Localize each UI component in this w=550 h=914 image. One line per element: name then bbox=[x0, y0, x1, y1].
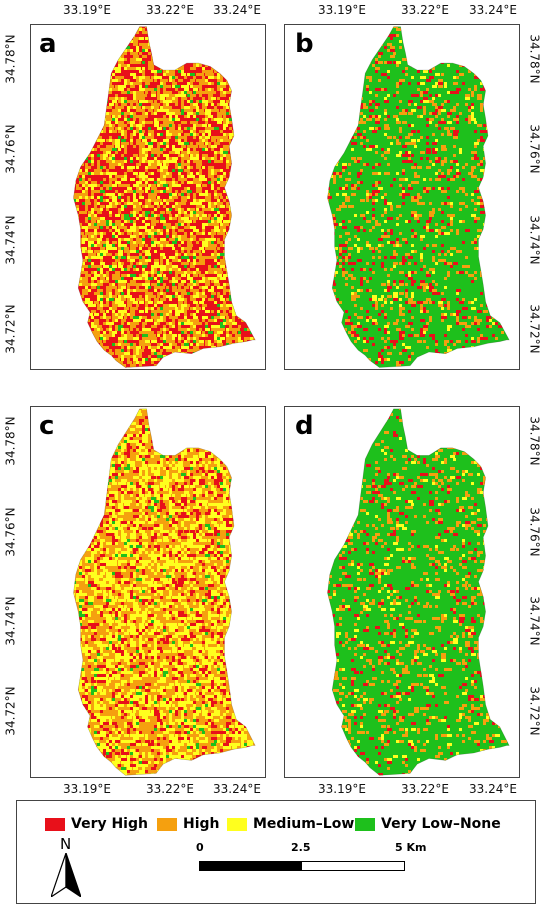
legend-label-high: High bbox=[183, 816, 220, 832]
scale-label-mid: 2.5 bbox=[291, 841, 311, 854]
susceptibility-map-a bbox=[73, 26, 256, 368]
region-outline bbox=[73, 26, 256, 368]
lat-label-a-4: 34.72°N bbox=[3, 304, 18, 354]
susceptibility-raster bbox=[327, 26, 510, 368]
lon-label-top-b-2: 33.22°E bbox=[401, 3, 449, 17]
susceptibility-map-b bbox=[327, 26, 510, 368]
scale-bar-white-segment bbox=[302, 862, 404, 870]
region-outline bbox=[327, 26, 510, 368]
map-panel-b: b bbox=[284, 24, 520, 370]
lat-label-d-1: 34.78°N bbox=[527, 416, 542, 466]
lon-label-bottom-d-1: 33.19°E bbox=[318, 782, 366, 796]
panel-label-b: b bbox=[295, 29, 314, 59]
lon-label-bottom-d-2: 33.22°E bbox=[401, 782, 449, 796]
scale-bar-black-segment bbox=[200, 862, 302, 870]
susceptibility-map-d bbox=[327, 408, 510, 776]
legend-label-medium-low: Medium–Low bbox=[253, 816, 355, 832]
lat-label-c-2: 34.76°N bbox=[3, 507, 18, 557]
lon-label-top-a-3: 33.24°E bbox=[213, 3, 261, 17]
lon-label-bottom-c-2: 33.22°E bbox=[146, 782, 194, 796]
lon-label-bottom-d-3: 33.24°E bbox=[469, 782, 517, 796]
lat-label-b-1: 34.78°N bbox=[527, 34, 542, 84]
susceptibility-raster bbox=[73, 26, 256, 368]
legend-item-very-low-none: Very Low–None bbox=[355, 813, 501, 835]
lat-label-a-3: 34.74°N bbox=[3, 215, 18, 265]
lon-label-top-a-2: 33.22°E bbox=[146, 3, 194, 17]
map-panel-d: d bbox=[284, 406, 520, 778]
lat-label-b-3: 34.74°N bbox=[527, 215, 542, 265]
lon-label-top-b-1: 33.19°E bbox=[318, 3, 366, 17]
legend-label-very-low-none: Very Low–None bbox=[381, 816, 501, 832]
lat-label-b-4: 34.72°N bbox=[527, 304, 542, 354]
panel-label-d: d bbox=[295, 411, 314, 441]
legend-item-medium-low: Medium–Low bbox=[227, 813, 354, 835]
lat-label-d-2: 34.76°N bbox=[527, 507, 542, 557]
susceptibility-map-c bbox=[73, 408, 256, 776]
north-arrow-label: N bbox=[60, 835, 72, 853]
map-panel-a: a bbox=[30, 24, 266, 370]
region-outline bbox=[73, 408, 256, 776]
legend-swatch-very-low-none bbox=[355, 817, 375, 831]
susceptibility-raster bbox=[327, 408, 510, 776]
region-outline bbox=[327, 408, 510, 776]
scale-label-end: 5 Km bbox=[395, 841, 427, 854]
lat-label-c-4: 34.72°N bbox=[3, 686, 18, 736]
legend-item-high: High bbox=[157, 813, 220, 835]
lat-label-d-4: 34.72°N bbox=[527, 686, 542, 736]
lon-label-bottom-c-1: 33.19°E bbox=[63, 782, 111, 796]
lon-label-top-b-3: 33.24°E bbox=[469, 3, 517, 17]
north-arrow-icon bbox=[51, 853, 81, 897]
legend-swatch-high bbox=[157, 817, 177, 831]
legend: Very High High Medium–Low Very Low–None … bbox=[16, 800, 536, 904]
legend-item-very-high: Very High bbox=[45, 813, 148, 835]
north-arrow: N bbox=[51, 835, 81, 897]
scale-label-start: 0 bbox=[196, 841, 204, 854]
map-panel-c: c bbox=[30, 406, 266, 778]
lat-label-c-3: 34.74°N bbox=[3, 596, 18, 646]
lon-label-bottom-c-3: 33.24°E bbox=[213, 782, 261, 796]
panel-label-a: a bbox=[39, 29, 57, 59]
lat-label-a-2: 34.76°N bbox=[3, 124, 18, 174]
legend-swatch-medium-low bbox=[227, 817, 247, 831]
legend-classes: Very High High Medium–Low Very Low–None bbox=[17, 813, 535, 835]
lat-label-b-2: 34.76°N bbox=[527, 124, 542, 174]
lat-label-a-1: 34.78°N bbox=[3, 34, 18, 84]
panel-label-c: c bbox=[39, 411, 55, 441]
lat-label-d-3: 34.74°N bbox=[527, 596, 542, 646]
lat-label-c-1: 34.78°N bbox=[3, 416, 18, 466]
legend-swatch-very-high bbox=[45, 817, 65, 831]
susceptibility-raster bbox=[73, 408, 256, 776]
legend-label-very-high: Very High bbox=[71, 816, 148, 832]
lon-label-top-a-1: 33.19°E bbox=[63, 3, 111, 17]
scale-bar bbox=[199, 861, 405, 871]
